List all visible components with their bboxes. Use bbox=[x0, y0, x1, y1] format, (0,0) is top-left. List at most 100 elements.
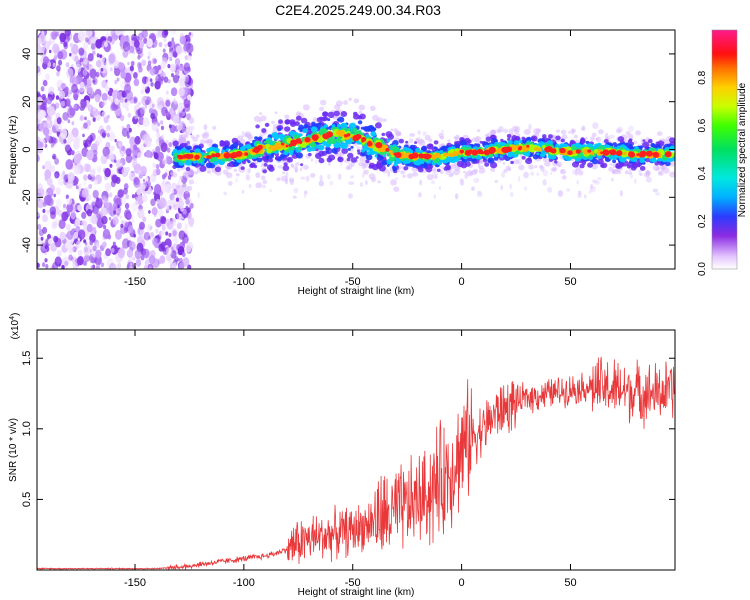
noise-cell bbox=[57, 86, 61, 92]
signal-cell bbox=[462, 159, 466, 162]
signal-cell bbox=[348, 97, 353, 102]
noise-cell bbox=[109, 133, 116, 141]
signal-cell bbox=[521, 136, 526, 140]
y-axis-label: SNR (10 * v/v) bbox=[8, 418, 19, 482]
signal-cell bbox=[628, 171, 633, 175]
noise-cell bbox=[133, 39, 140, 48]
signal-cell bbox=[567, 150, 573, 156]
signal-cell bbox=[536, 152, 540, 156]
noise-cell bbox=[248, 183, 252, 189]
noise-cell bbox=[241, 130, 245, 138]
signal-cell bbox=[255, 161, 259, 165]
signal-cell bbox=[614, 146, 618, 150]
signal-cell bbox=[544, 160, 551, 167]
noise-cell bbox=[176, 222, 182, 230]
noise-cell bbox=[518, 176, 521, 183]
signal-cell bbox=[302, 128, 308, 134]
noise-cell bbox=[74, 166, 81, 175]
signal-cell bbox=[240, 139, 246, 144]
noise-cell bbox=[52, 62, 56, 68]
signal-cell bbox=[467, 157, 472, 162]
signal-cell bbox=[597, 149, 602, 153]
noise-cell bbox=[42, 201, 47, 207]
signal-cell bbox=[346, 157, 351, 162]
noise-cell bbox=[48, 49, 52, 54]
signal-cell bbox=[192, 136, 198, 142]
noise-cell bbox=[66, 230, 74, 240]
noise-cell bbox=[94, 94, 101, 103]
signal-cell bbox=[372, 127, 377, 131]
noise-cell bbox=[80, 98, 87, 109]
signal-cell bbox=[381, 160, 388, 166]
signal-cell bbox=[559, 168, 567, 175]
noise-cell bbox=[64, 260, 69, 267]
noise-cell bbox=[37, 183, 44, 194]
noise-cell bbox=[572, 169, 575, 175]
noise-cell bbox=[66, 203, 74, 213]
noise-cell bbox=[536, 172, 540, 177]
signal-cell bbox=[590, 136, 595, 141]
signal-cell bbox=[536, 128, 542, 134]
signal-cell bbox=[318, 150, 325, 157]
noise-cell bbox=[117, 204, 120, 209]
signal-cell bbox=[177, 168, 181, 172]
signal-cell bbox=[380, 156, 384, 160]
noise-cell bbox=[188, 179, 195, 185]
signal-cell bbox=[254, 136, 259, 140]
noise-cell bbox=[179, 35, 186, 45]
signal-cell bbox=[257, 136, 263, 141]
noise-cell bbox=[183, 62, 191, 72]
signal-cell bbox=[186, 155, 191, 159]
noise-cell bbox=[44, 258, 48, 263]
signal-cell bbox=[597, 158, 604, 165]
signal-cell bbox=[179, 155, 184, 160]
signal-cell bbox=[615, 162, 623, 169]
noise-cell bbox=[262, 184, 266, 189]
noise-cell bbox=[359, 182, 364, 188]
signal-cell bbox=[459, 149, 464, 154]
noise-cell bbox=[47, 40, 52, 46]
noise-cell bbox=[67, 172, 75, 182]
noise-cell bbox=[108, 217, 112, 221]
noise-cell bbox=[171, 182, 177, 191]
noise-cell bbox=[129, 265, 133, 269]
signal-cell bbox=[337, 116, 345, 123]
noise-cell bbox=[92, 50, 96, 56]
noise-cell bbox=[175, 197, 180, 202]
signal-cell bbox=[303, 123, 309, 129]
noise-cell bbox=[118, 62, 125, 71]
noise-cell bbox=[133, 72, 138, 79]
signal-cell bbox=[639, 173, 643, 176]
signal-cell bbox=[415, 147, 420, 153]
noise-cell bbox=[142, 216, 147, 223]
noise-cell bbox=[135, 200, 139, 206]
noise-cell bbox=[645, 176, 652, 183]
noise-cell bbox=[153, 152, 159, 160]
signal-cell bbox=[336, 123, 341, 128]
noise-cell bbox=[173, 51, 178, 58]
signal-cell bbox=[367, 147, 372, 151]
noise-cell bbox=[633, 178, 637, 184]
noise-cell bbox=[139, 221, 145, 230]
noise-cell bbox=[303, 191, 307, 199]
signal-cell bbox=[273, 134, 280, 140]
noise-cell bbox=[47, 187, 54, 196]
noise-cell bbox=[64, 86, 69, 93]
noise-cell bbox=[179, 80, 186, 88]
signal-cell bbox=[409, 144, 416, 150]
noise-cell bbox=[92, 79, 96, 84]
noise-cell bbox=[171, 73, 174, 78]
figure-title: C2E4.2025.249.00.34.R03 bbox=[275, 2, 441, 18]
noise-cell bbox=[62, 170, 66, 175]
noise-cell bbox=[142, 117, 150, 128]
noise-cell bbox=[121, 127, 129, 137]
signal-cell bbox=[219, 140, 225, 146]
noise-cell bbox=[46, 177, 53, 186]
noise-cell bbox=[81, 221, 84, 226]
colorbar-gradient bbox=[712, 30, 737, 269]
noise-cell bbox=[94, 255, 102, 266]
noise-cell bbox=[106, 133, 110, 138]
signal-cell bbox=[582, 149, 587, 154]
noise-cell bbox=[99, 54, 103, 58]
